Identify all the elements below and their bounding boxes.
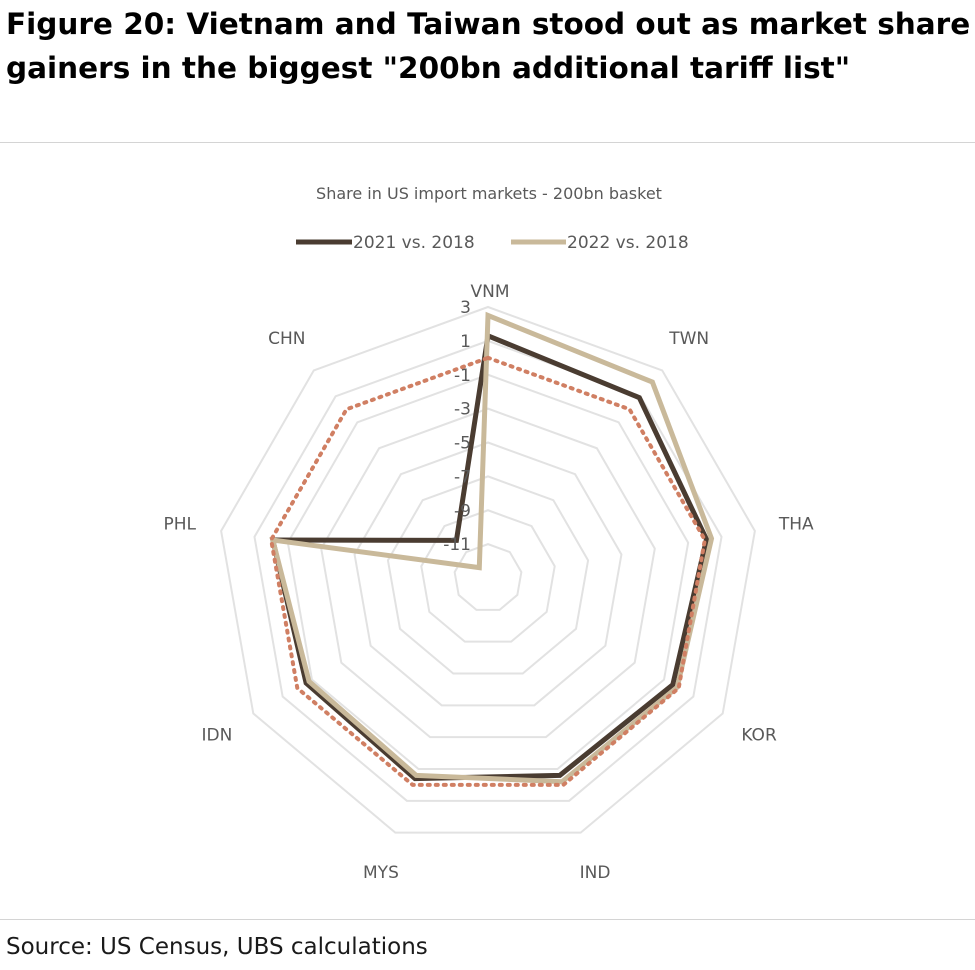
grid-ring: [220, 305, 756, 834]
series-line-1: [269, 311, 715, 785]
category-labels: VNM TWN THA KOR IND MYS IDN PHL CHN: [163, 282, 814, 883]
category-label-twn: TWN: [668, 329, 709, 349]
category-label-tha: THA: [778, 515, 814, 535]
category-label-kor: KOR: [741, 726, 777, 746]
source-note: Source: US Census, UBS calculations: [6, 934, 428, 960]
legend-label-2021: 2021 vs. 2018: [353, 233, 475, 253]
radial-tick-label: -7: [454, 467, 471, 487]
radial-tick-label: -3: [454, 400, 471, 420]
bottom-divider: [0, 919, 975, 920]
top-divider: [0, 142, 975, 143]
series-line-2: [269, 355, 707, 787]
radial-tick-label: -9: [454, 501, 471, 521]
grid-ring: [386, 475, 590, 675]
grid-ring: [320, 407, 656, 739]
radial-tick-label: 3: [460, 298, 471, 318]
category-label-ind: IND: [580, 863, 611, 883]
grid-ring: [353, 441, 623, 707]
figure-title: Figure 20: Vietnam and Taiwan stood out …: [6, 7, 971, 85]
category-label-idn: IDN: [202, 726, 233, 746]
category-label-vnm: VNM: [470, 282, 509, 302]
grid-ring: [286, 373, 690, 770]
radial-tick-label: 1: [460, 332, 471, 352]
category-label-phl: PHL: [163, 515, 196, 535]
grid-ring: [253, 339, 723, 802]
grid-ring: [453, 543, 523, 611]
legend: 2021 vs. 2018 2022 vs. 2018: [296, 233, 689, 253]
radial-tick-label: -1: [454, 366, 471, 386]
series-line-0: [269, 332, 710, 782]
radar-series: [269, 311, 715, 787]
radial-tick-label: -5: [454, 434, 471, 454]
grid-ring: [420, 509, 556, 643]
radial-tick-label: -11: [443, 535, 471, 555]
radial-tick-labels: 3 1 -1 -3 -5 -7 -9 -11: [443, 298, 471, 555]
legend-label-2022: 2022 vs. 2018: [567, 233, 689, 253]
radar-grid: [220, 305, 756, 834]
radar-chart: Share in US import markets - 200bn baske…: [163, 184, 814, 883]
category-label-chn: CHN: [268, 329, 305, 349]
category-label-mys: MYS: [363, 863, 399, 883]
chart-title: Share in US import markets - 200bn baske…: [316, 184, 662, 203]
